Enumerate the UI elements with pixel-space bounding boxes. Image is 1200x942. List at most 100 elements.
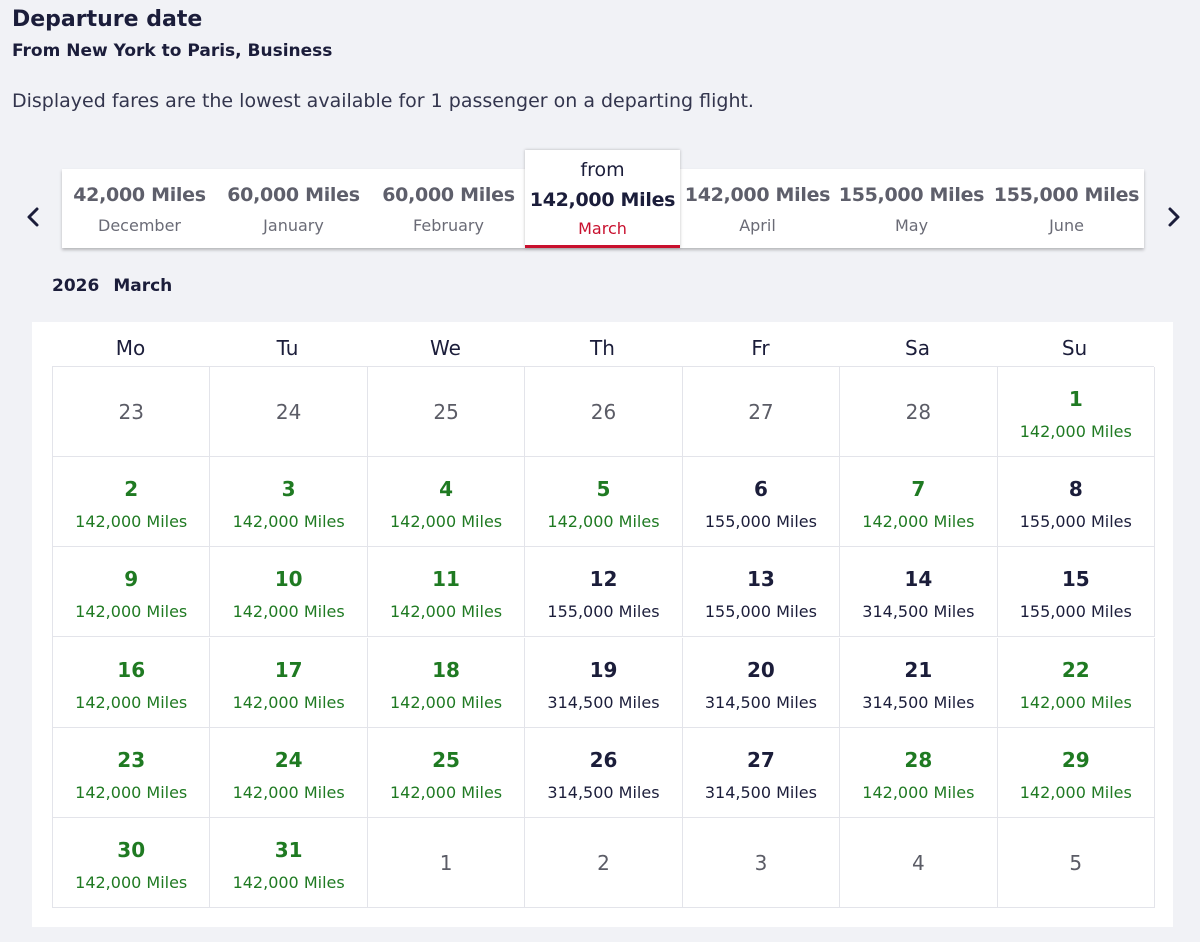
- month-tab-may[interactable]: 155,000 Miles May: [834, 169, 989, 248]
- day-fare: 155,000 Miles: [704, 602, 817, 622]
- calendar-day[interactable]: 26 314,500 Miles: [525, 727, 683, 818]
- day-fare: 142,000 Miles: [862, 512, 975, 532]
- calendar-day[interactable]: 1 142,000 Miles: [997, 367, 1155, 458]
- calendar-day[interactable]: 25 142,000 Miles: [367, 727, 526, 818]
- day-number: 28: [904, 747, 933, 772]
- day-number: 27: [748, 400, 774, 424]
- day-fare: 142,000 Miles: [390, 602, 503, 622]
- calendar-year: 2026: [52, 276, 100, 296]
- calendar-day[interactable]: 22 142,000 Miles: [997, 637, 1155, 728]
- day-fare: 142,000 Miles: [232, 782, 345, 802]
- prev-months-button[interactable]: [24, 205, 44, 229]
- calendar-day[interactable]: 31 142,000 Miles: [210, 817, 368, 908]
- calendar-day[interactable]: 8 155,000 Miles: [997, 457, 1155, 548]
- calendar-day[interactable]: 30 142,000 Miles: [53, 817, 211, 908]
- day-number: 7: [911, 477, 926, 502]
- calendar-day-outside-month: 4: [840, 817, 998, 908]
- calendar-day[interactable]: 11 142,000 Miles: [367, 547, 526, 638]
- calendar-day[interactable]: 6 155,000 Miles: [682, 457, 841, 548]
- calendar-day[interactable]: 10 142,000 Miles: [210, 547, 368, 638]
- calendar-day-outside-month: 26: [525, 367, 683, 458]
- weekday-header: Fr: [751, 336, 770, 360]
- calendar-day[interactable]: 29 142,000 Miles: [997, 727, 1155, 818]
- weekday-header: Mo: [115, 336, 146, 360]
- calendar-day[interactable]: 13 155,000 Miles: [682, 547, 841, 638]
- month-miles: 142,000 Miles: [529, 189, 676, 211]
- day-number: 9: [124, 567, 139, 592]
- day-number: 8: [1068, 477, 1083, 502]
- calendar-day[interactable]: 28 142,000 Miles: [840, 727, 998, 818]
- month-tab-january[interactable]: 60,000 Miles January: [216, 169, 371, 248]
- day-fare: 142,000 Miles: [75, 872, 188, 892]
- calendar-day[interactable]: 20 314,500 Miles: [682, 637, 841, 728]
- day-number: 15: [1061, 567, 1090, 592]
- calendar-day[interactable]: 2 142,000 Miles: [53, 457, 211, 548]
- calendar-day[interactable]: 15 155,000 Miles: [997, 547, 1155, 638]
- month-tab-february[interactable]: 60,000 Miles February: [371, 169, 526, 248]
- day-fare: 314,500 Miles: [704, 782, 817, 802]
- day-fare: 142,000 Miles: [1019, 692, 1132, 712]
- month-tab-march[interactable]: from 142,000 Miles March: [525, 150, 680, 248]
- day-fare: 155,000 Miles: [704, 512, 817, 532]
- next-months-button[interactable]: [1163, 205, 1183, 229]
- calendar-day[interactable]: 19 314,500 Miles: [525, 637, 683, 728]
- fare-note: Displayed fares are the lowest available…: [12, 90, 754, 112]
- calendar-grid: 23 24 25 26 27 28 1 142,000 Miles 2 142,000 Miles…: [52, 366, 1155, 908]
- weekday-header: Th: [590, 336, 615, 360]
- calendar-day[interactable]: 21 314,500 Miles: [840, 637, 998, 728]
- day-fare: 314,500 Miles: [547, 692, 660, 712]
- page-title: Departure date: [12, 7, 203, 32]
- calendar-day-outside-month: 1: [367, 817, 526, 908]
- day-number: 1: [439, 850, 453, 875]
- calendar-day[interactable]: 3 142,000 Miles: [210, 457, 368, 548]
- day-number: 2: [597, 850, 610, 875]
- day-number: 31: [274, 837, 303, 862]
- day-fare: 142,000 Miles: [390, 512, 503, 532]
- weekday-header: Sa: [905, 336, 930, 360]
- calendar-day[interactable]: 12 155,000 Miles: [525, 547, 683, 638]
- day-number: 16: [117, 657, 146, 682]
- calendar-day[interactable]: 9 142,000 Miles: [53, 547, 211, 638]
- day-fare: 155,000 Miles: [547, 602, 660, 622]
- day-fare: 142,000 Miles: [1019, 422, 1132, 441]
- month-tab-december[interactable]: 42,000 Miles December: [62, 169, 217, 248]
- day-number: 5: [596, 477, 611, 502]
- calendar-day[interactable]: 23 142,000 Miles: [53, 727, 211, 818]
- day-number: 20: [747, 657, 775, 682]
- day-fare: 142,000 Miles: [75, 782, 188, 802]
- calendar-day[interactable]: 18 142,000 Miles: [367, 637, 526, 728]
- day-number: 28: [905, 400, 932, 424]
- day-fare: 142,000 Miles: [232, 512, 345, 532]
- day-fare: 142,000 Miles: [75, 602, 188, 622]
- day-fare: 155,000 Miles: [1019, 512, 1132, 532]
- calendar-day-outside-month: 2: [525, 817, 683, 908]
- calendar-day[interactable]: 5 142,000 Miles: [525, 457, 683, 548]
- day-number: 4: [911, 850, 925, 875]
- day-number: 1: [1068, 387, 1083, 411]
- day-fare: 314,500 Miles: [547, 782, 660, 802]
- day-fare: 142,000 Miles: [232, 602, 345, 622]
- calendar-day[interactable]: 14 314,500 Miles: [840, 547, 998, 638]
- calendar-day[interactable]: 7 142,000 Miles: [840, 457, 998, 548]
- calendar-day[interactable]: 4 142,000 Miles: [367, 457, 526, 548]
- calendar-day-outside-month: 23: [53, 367, 211, 458]
- day-fare: 142,000 Miles: [232, 872, 345, 892]
- calendar-day-outside-month: 28: [840, 367, 998, 458]
- chevron-left-icon: [27, 207, 39, 227]
- calendar-day[interactable]: 27 314,500 Miles: [682, 727, 841, 818]
- month-name: February: [413, 216, 484, 235]
- calendar-day-outside-month: 24: [210, 367, 368, 458]
- month-tab-june[interactable]: 155,000 Miles June: [989, 169, 1144, 248]
- day-number: 21: [904, 657, 933, 682]
- calendar-day[interactable]: 16 142,000 Miles: [53, 637, 211, 728]
- chevron-right-icon: [1168, 207, 1180, 227]
- day-number: 18: [432, 657, 460, 682]
- day-number: 23: [117, 747, 146, 772]
- calendar-day[interactable]: 17 142,000 Miles: [210, 637, 368, 728]
- month-name: January: [263, 216, 324, 235]
- month-tab-april[interactable]: 142,000 Miles April: [680, 169, 835, 248]
- day-number: 14: [904, 567, 933, 592]
- calendar-day[interactable]: 24 142,000 Miles: [210, 727, 368, 818]
- day-number: 26: [589, 747, 618, 772]
- day-fare: 142,000 Miles: [390, 692, 503, 712]
